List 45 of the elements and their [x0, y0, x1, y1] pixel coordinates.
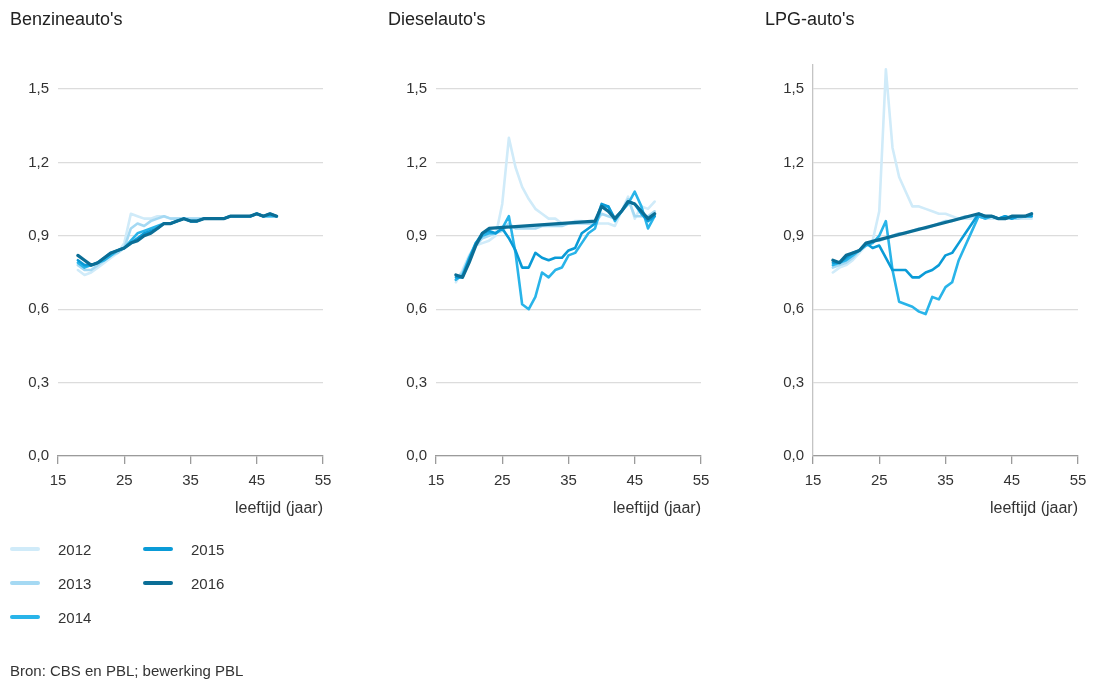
x-tick-label: 15 [49, 471, 67, 489]
y-tick-label: 0,3 [783, 372, 804, 390]
y-tick-label: 0,6 [783, 299, 804, 317]
y-tick-label: 0,9 [405, 225, 427, 243]
x-tick-label: 15 [427, 471, 444, 489]
x-tick-label: 35 [559, 471, 577, 489]
legend-label: 2016 [191, 574, 225, 592]
x-tick-label: 25 [493, 471, 511, 489]
x-tick-label: 35 [937, 471, 954, 489]
y-tick-label: 1,5 [28, 79, 49, 97]
x-tick-label: 25 [870, 471, 888, 489]
y-tick-label: 1,2 [405, 152, 427, 170]
chart-title: Dieselauto's [387, 8, 485, 29]
legend-label: 2012 [58, 540, 92, 558]
y-tick-label: 0,6 [28, 299, 49, 317]
x-tick-label: 55 [314, 471, 332, 489]
chart-title: LPG-auto's [765, 8, 855, 29]
x-tick-label: 55 [1069, 471, 1087, 489]
y-tick-label: 0,0 [28, 446, 49, 464]
legend-label: 2013 [58, 574, 92, 592]
y-tick-label: 1,5 [405, 79, 427, 97]
chart-title: Benzineauto's [10, 8, 123, 29]
x-axis-title: leeftijd (jaar) [989, 498, 1078, 516]
x-tick-label: 55 [692, 471, 709, 489]
legend-label: 2015 [191, 540, 225, 558]
x-axis-title: leeftijd (jaar) [612, 498, 701, 516]
y-tick-label: 0,3 [405, 372, 427, 390]
y-tick-label: 1,5 [783, 79, 804, 97]
y-tick-label: 0,6 [405, 299, 427, 317]
y-tick-label: 0,9 [783, 225, 804, 243]
x-tick-label: 35 [182, 471, 199, 489]
x-tick-label: 45 [248, 471, 266, 489]
y-tick-label: 0,0 [405, 446, 427, 464]
text: Bron: CBS en PBL; bewerking PBL [9, 662, 245, 679]
x-tick-label: 15 [804, 471, 822, 489]
y-tick-label: 0,9 [28, 225, 49, 243]
legend-label: 2014 [58, 608, 92, 626]
y-tick-label: 1,2 [28, 152, 49, 170]
y-tick-label: 0,0 [783, 446, 804, 464]
x-axis-title: leeftijd (jaar) [234, 498, 323, 516]
y-tick-label: 1,2 [783, 152, 804, 170]
y-tick-label: 0,3 [28, 372, 49, 390]
x-tick-label: 45 [1003, 471, 1021, 489]
x-tick-label: 45 [625, 471, 643, 489]
x-tick-label: 25 [115, 471, 133, 489]
